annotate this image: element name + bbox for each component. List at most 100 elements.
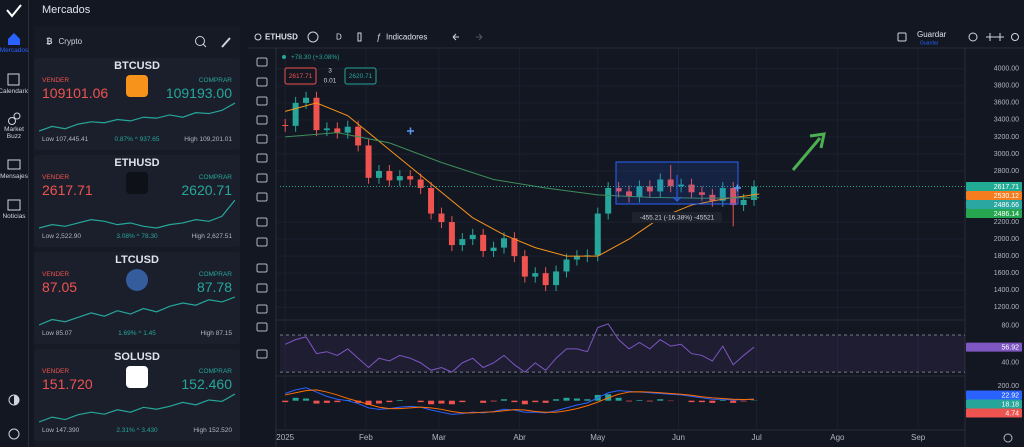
tool-icon[interactable] xyxy=(256,263,268,273)
camera-icon[interactable] xyxy=(1011,33,1019,41)
tool-icon[interactable] xyxy=(256,322,268,332)
toolbar: ETHUSD D Indicadores ƒ Guardar Guardar xyxy=(254,30,1019,46)
redo[interactable] xyxy=(476,33,483,41)
candle-body xyxy=(553,271,560,286)
candle-body xyxy=(740,199,747,206)
fullscreen-icon[interactable] xyxy=(986,33,1004,41)
layout-box[interactable] xyxy=(897,32,907,42)
buy-price[interactable]: 152.460 xyxy=(181,376,232,392)
candle-body xyxy=(386,170,393,181)
sell-price[interactable]: 87.05 xyxy=(42,279,78,295)
price-tag xyxy=(966,191,1022,201)
edit[interactable] xyxy=(221,37,231,48)
candle-body xyxy=(365,145,372,178)
add-symbol[interactable] xyxy=(307,31,319,43)
candle-body xyxy=(698,192,705,195)
ticker-card[interactable]: ETHUSD VENDER COMPRAR 2617.71 2620.71 Low 2,5… xyxy=(34,155,240,247)
tool-icon[interactable] xyxy=(256,217,268,227)
sell-price[interactable]: 109101.06 xyxy=(42,85,109,101)
buy-label: COMPRAR xyxy=(198,174,232,181)
price-tag-label: 22.92 xyxy=(1001,392,1019,399)
tool-icon[interactable] xyxy=(256,77,268,87)
high: High 152.520 xyxy=(193,427,232,434)
coin-icon xyxy=(126,269,148,291)
macd-signal xyxy=(285,389,755,414)
change: 0.87% ^ 937.65 xyxy=(114,136,160,143)
interval[interactable]: D xyxy=(336,33,342,42)
tool-icon[interactable] xyxy=(256,304,268,314)
buy-button[interactable] xyxy=(344,67,377,85)
indicators[interactable]: Indicadores xyxy=(386,33,427,42)
candle-body xyxy=(303,97,310,103)
sell-price[interactable]: 2617.71 xyxy=(42,182,93,198)
candle-body xyxy=(480,234,487,252)
chart-bg xyxy=(248,26,1024,447)
candle-body xyxy=(396,176,403,181)
nav-label[interactable]: Market Buzz xyxy=(4,126,24,140)
tool-icon[interactable] xyxy=(256,237,268,247)
macd-tick-label: 200.00 xyxy=(998,383,1020,390)
coin-icon xyxy=(126,172,148,194)
settings-icon[interactable] xyxy=(1003,433,1013,443)
candle-body xyxy=(615,188,622,192)
tool-icon[interactable] xyxy=(256,153,268,163)
price-tag xyxy=(966,342,1022,352)
price-tag xyxy=(966,399,1022,409)
x-tick-label: Abr xyxy=(513,433,526,442)
candle-body xyxy=(334,128,341,133)
macd-histogram xyxy=(532,400,539,403)
save[interactable]: Guardar xyxy=(917,30,947,39)
nav-label[interactable]: Calendario xyxy=(0,88,28,95)
tool-icon[interactable] xyxy=(256,57,268,67)
tool-icon[interactable] xyxy=(256,96,268,106)
search-icon[interactable] xyxy=(254,33,262,41)
tool-icon[interactable] xyxy=(256,115,268,125)
symbol[interactable]: ETHUSD xyxy=(265,33,298,42)
ticker-card[interactable]: LTCUSD VENDER COMPRAR 87.05 87.78 Low 85.07 1.… xyxy=(34,252,240,344)
macd-histogram xyxy=(657,399,664,401)
price-tag-label: 2530.12 xyxy=(994,193,1019,200)
tool-icon[interactable] xyxy=(256,173,268,183)
buy-price[interactable]: 2620.71 xyxy=(181,182,232,198)
ticker-card[interactable]: SOLUSD VENDER COMPRAR 151.720 152.460 Low 147… xyxy=(34,349,240,441)
tool-icon[interactable] xyxy=(256,283,268,293)
sell-price[interactable]: 151.720 xyxy=(42,376,93,392)
help-icon[interactable] xyxy=(8,428,22,442)
candle-body xyxy=(459,239,466,246)
macd-histogram xyxy=(365,400,372,405)
tool-icon[interactable] xyxy=(256,192,268,202)
sell-button[interactable] xyxy=(284,67,317,85)
candle-body xyxy=(678,184,685,187)
tool-icon[interactable] xyxy=(256,349,268,359)
macd-histogram xyxy=(292,397,299,401)
y-tick-label: 2800.00 xyxy=(994,168,1019,175)
rsi-line xyxy=(285,323,755,373)
candle-body xyxy=(605,188,612,214)
macd-histogram xyxy=(417,400,424,403)
y-tick-label: 1400.00 xyxy=(994,287,1019,294)
buy-price[interactable]: 87.78 xyxy=(196,279,232,295)
category[interactable]: ₿ Crypto xyxy=(46,37,82,46)
nav-label[interactable]: Mercados xyxy=(0,47,28,54)
nav-icon xyxy=(8,33,20,45)
candle-body xyxy=(282,125,289,127)
ticker-card[interactable]: BTCUSD VENDER COMPRAR 109101.06 109193.00 Low… xyxy=(34,58,240,150)
logo xyxy=(6,4,22,18)
search[interactable] xyxy=(195,36,205,46)
chart-type[interactable] xyxy=(357,32,362,42)
theme-icon[interactable] xyxy=(7,393,21,407)
buy-price[interactable]: 109193.00 xyxy=(165,85,232,101)
alert-icon[interactable] xyxy=(968,32,978,42)
tool-icon[interactable] xyxy=(256,134,268,144)
candle-body xyxy=(636,186,643,197)
measure-arrow xyxy=(672,175,682,202)
lot[interactable]: 0.01 xyxy=(324,78,337,85)
candle-body xyxy=(428,188,435,214)
macd-histogram xyxy=(438,400,445,404)
undo[interactable] xyxy=(452,33,459,41)
nav-label[interactable]: Noticias xyxy=(2,213,26,220)
nav-label[interactable]: Mensajes xyxy=(0,173,28,180)
candle-body xyxy=(521,256,528,277)
candle-body xyxy=(594,213,601,256)
